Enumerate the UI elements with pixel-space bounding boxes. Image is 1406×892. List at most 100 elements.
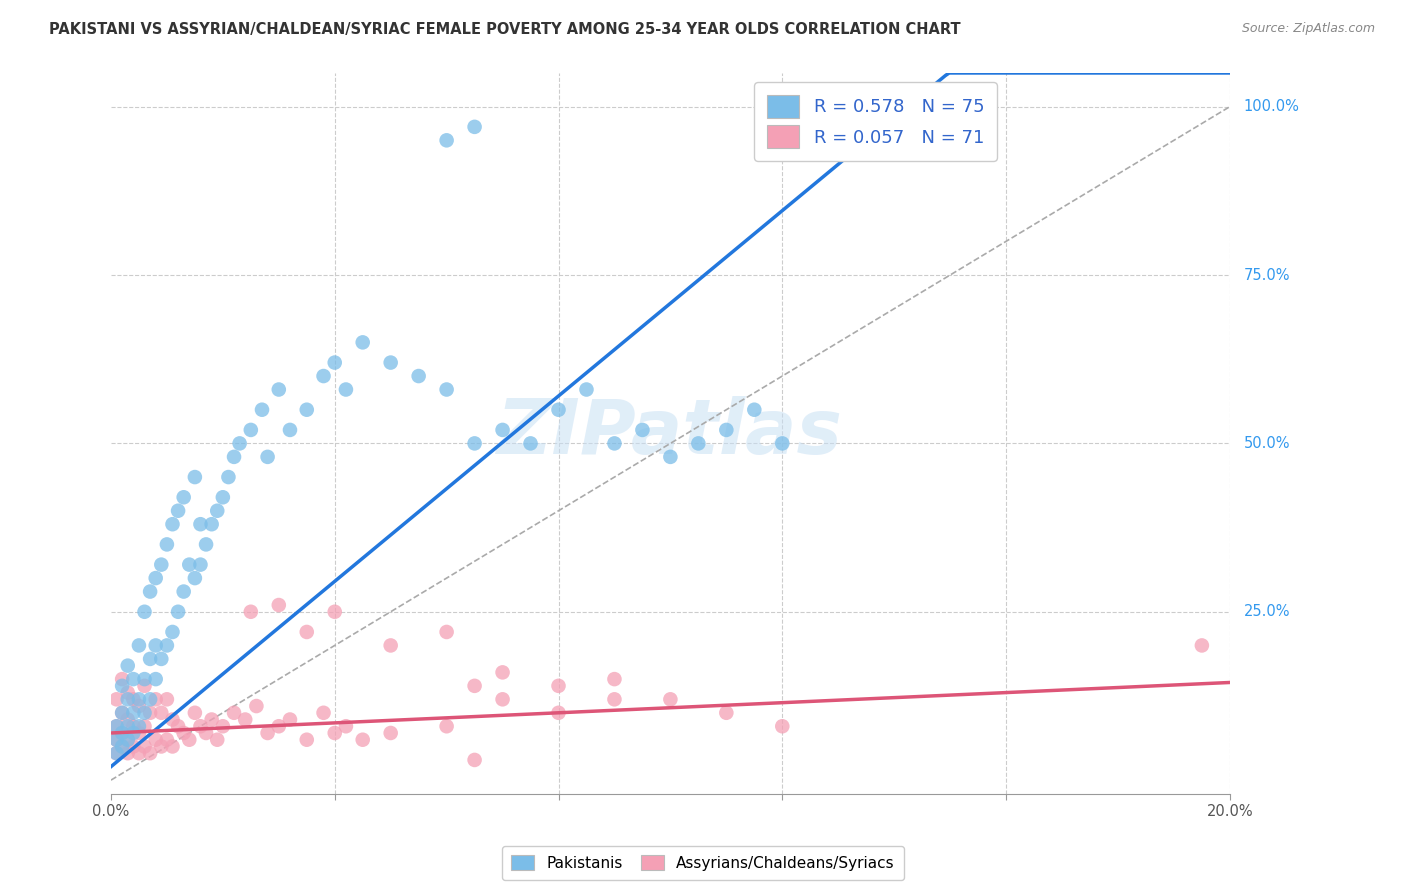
Point: [233, 713, 256, 727]
Point: [122, 719, 145, 733]
Point: [323, 355, 346, 369]
Point: [139, 692, 162, 706]
Text: 50.0%: 50.0%: [1244, 436, 1291, 450]
Point: [491, 423, 513, 437]
Point: [134, 719, 156, 733]
Point: [190, 558, 212, 572]
Point: [150, 652, 173, 666]
Point: [278, 423, 301, 437]
Point: [150, 558, 173, 572]
Point: [547, 679, 569, 693]
Point: [239, 423, 262, 437]
Point: [162, 739, 184, 754]
Point: [117, 658, 139, 673]
Point: [295, 402, 318, 417]
Text: 75.0%: 75.0%: [1244, 268, 1291, 283]
Point: [491, 665, 513, 680]
Point: [603, 692, 626, 706]
Point: [117, 719, 139, 733]
Point: [380, 639, 402, 653]
Point: [173, 490, 195, 504]
Point: [408, 369, 430, 384]
Point: [134, 605, 156, 619]
Point: [190, 719, 212, 733]
Point: [128, 726, 150, 740]
Point: [184, 571, 207, 585]
Point: [312, 369, 335, 384]
Point: [464, 679, 486, 693]
Point: [145, 639, 167, 653]
Point: [519, 436, 541, 450]
Point: [575, 383, 598, 397]
Point: [184, 706, 207, 720]
Point: [134, 672, 156, 686]
Point: [150, 706, 173, 720]
Point: [162, 624, 184, 639]
Point: [145, 672, 167, 686]
Point: [111, 679, 134, 693]
Point: [117, 713, 139, 727]
Point: [111, 739, 134, 754]
Point: [105, 732, 128, 747]
Point: [770, 436, 793, 450]
Point: [184, 470, 207, 484]
Point: [335, 719, 357, 733]
Point: [150, 739, 173, 754]
Point: [117, 685, 139, 699]
Point: [547, 706, 569, 720]
Point: [207, 504, 229, 518]
Point: [352, 732, 374, 747]
Point: [323, 605, 346, 619]
Point: [139, 584, 162, 599]
Point: [128, 746, 150, 760]
Point: [111, 726, 134, 740]
Point: [156, 692, 179, 706]
Point: [436, 624, 458, 639]
Point: [211, 719, 233, 733]
Point: [122, 726, 145, 740]
Point: [659, 692, 682, 706]
Point: [380, 355, 402, 369]
Point: [117, 732, 139, 747]
Point: [105, 719, 128, 733]
Point: [139, 746, 162, 760]
Point: [128, 639, 150, 653]
Point: [464, 436, 486, 450]
Point: [122, 692, 145, 706]
Point: [201, 713, 224, 727]
Point: [134, 679, 156, 693]
Point: [173, 726, 195, 740]
Point: [167, 719, 190, 733]
Point: [105, 692, 128, 706]
Point: [162, 517, 184, 532]
Point: [122, 706, 145, 720]
Point: [256, 450, 278, 464]
Point: [122, 739, 145, 754]
Point: [436, 719, 458, 733]
Point: [716, 423, 738, 437]
Point: [105, 732, 128, 747]
Point: [295, 624, 318, 639]
Point: [250, 402, 273, 417]
Point: [631, 423, 654, 437]
Point: [128, 699, 150, 714]
Legend: Pakistanis, Assyrians/Chaldeans/Syriacs: Pakistanis, Assyrians/Chaldeans/Syriacs: [502, 846, 904, 880]
Point: [156, 732, 179, 747]
Point: [134, 739, 156, 754]
Point: [105, 746, 128, 760]
Point: [111, 706, 134, 720]
Point: [436, 133, 458, 147]
Legend: R = 0.578   N = 75, R = 0.057   N = 71: R = 0.578 N = 75, R = 0.057 N = 71: [754, 82, 997, 161]
Point: [603, 436, 626, 450]
Point: [156, 537, 179, 551]
Point: [122, 672, 145, 686]
Point: [128, 719, 150, 733]
Point: [352, 335, 374, 350]
Point: [167, 605, 190, 619]
Text: 100.0%: 100.0%: [1244, 99, 1299, 114]
Point: [267, 598, 290, 612]
Point: [207, 732, 229, 747]
Point: [217, 470, 239, 484]
Point: [173, 584, 195, 599]
Point: [464, 120, 486, 134]
